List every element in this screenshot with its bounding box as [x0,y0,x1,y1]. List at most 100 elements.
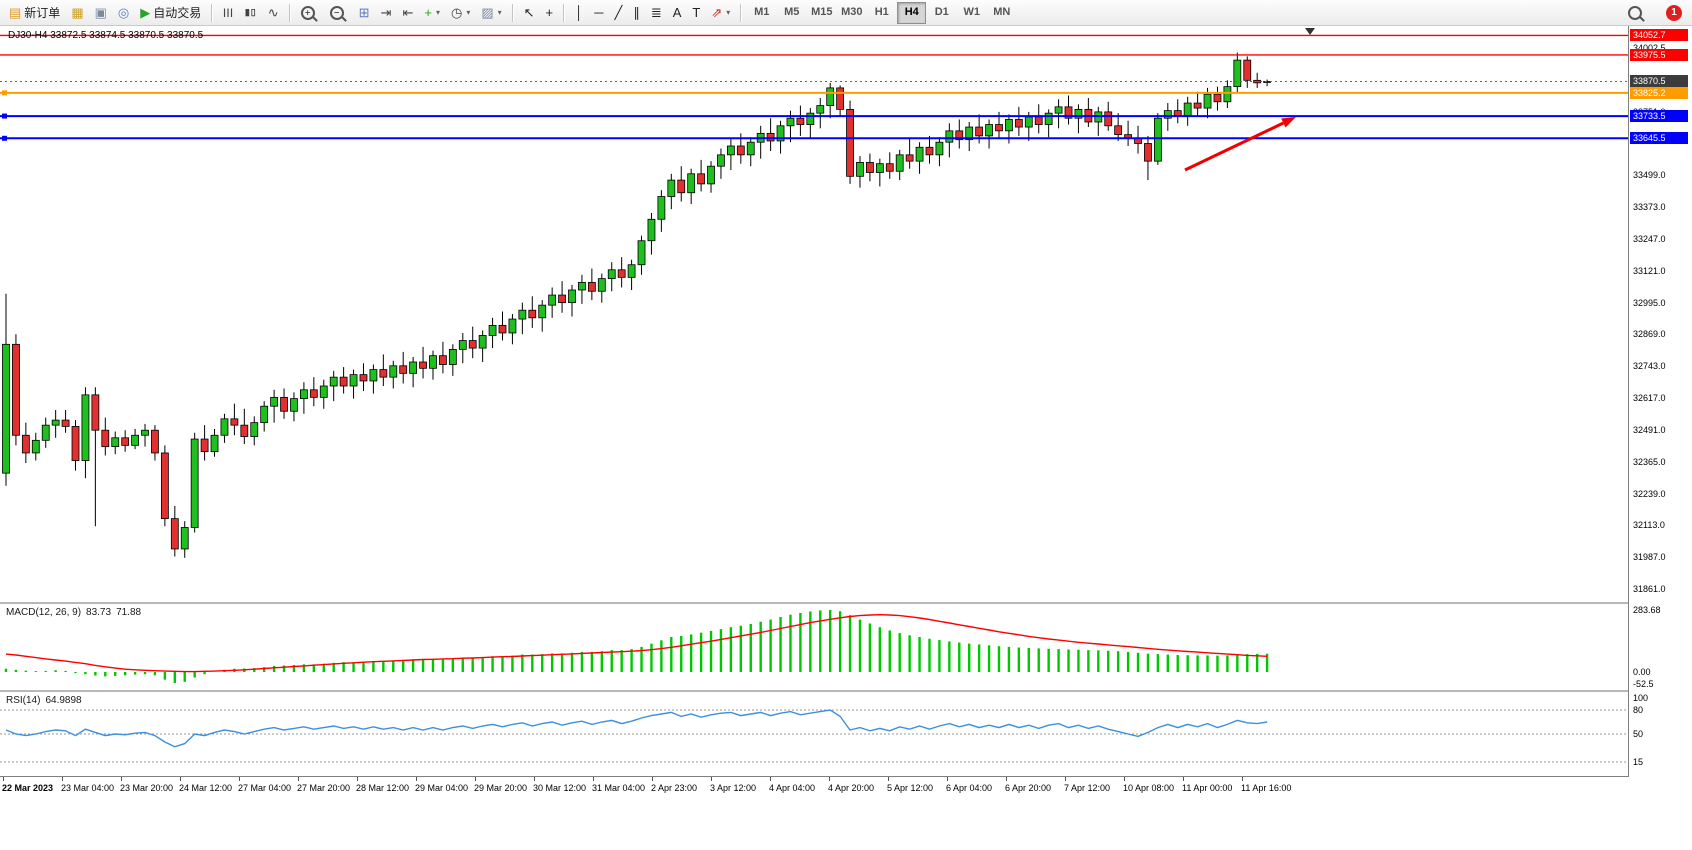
time-tick [3,777,4,781]
time-tick-label: 4 Apr 04:00 [769,783,816,793]
time-tick [652,777,653,781]
text-label-icon: T [692,5,701,20]
text-label-button[interactable]: T [687,1,705,25]
autotrading-icon: ▶ [140,5,151,20]
search-button[interactable] [1623,1,1651,25]
indicators-button[interactable]: + ▾ [419,1,445,25]
time-tick-label: 28 Mar 12:00 [356,783,410,793]
chart-shift-icon: ⇤ [402,5,414,20]
time-tick-label: 6 Apr 20:00 [1005,783,1052,793]
tf-w1-button[interactable]: W1 [963,5,981,18]
time-tick [829,777,830,781]
candlestick-chart-button[interactable]: ▮▯ [240,1,262,25]
tf-m30-button[interactable]: M30 [841,5,863,18]
line-chart-button[interactable]: ∿ [263,1,284,25]
vertical-line-button[interactable]: │ [570,1,588,25]
notification-badge[interactable]: 1 [1666,4,1682,21]
fibonacci-button[interactable]: ≣ [646,1,667,25]
time-tick-label: 4 Apr 20:00 [828,783,875,793]
time-axis[interactable]: 22 Mar 2023 23 Mar 04:00 23 Mar 20:00 24 Ma… [0,777,1628,803]
time-tick [947,777,948,781]
price-tick-label: 33247.0 [1633,233,1666,244]
time-tick-label: 31 Mar 04:00 [592,783,646,793]
tf-d1-button[interactable]: D1 [934,5,949,18]
metaeditor-button[interactable]: ◎ [113,1,134,25]
arrows-button[interactable]: ⇗ ▾ [706,1,735,25]
time-tick [1124,777,1125,781]
time-tick-label: 30 Mar 12:00 [533,783,587,793]
auto-scroll-button[interactable]: ⇥ [376,1,397,25]
price-tick-label: 34002.5 [1633,43,1666,53]
chevron-down-icon[interactable]: ▾ [435,8,440,17]
macd-pane-canvas[interactable] [0,604,1628,690]
arrow-annotation-head[interactable] [1281,117,1296,128]
chart-shift-button[interactable]: ⇤ [397,1,418,25]
time-tick-label: 11 Apr 00:00 [1182,783,1233,793]
tf-m15-button[interactable]: M15 [811,5,833,18]
pane-resize-handle[interactable] [0,602,1628,604]
trendline-button[interactable]: ╱ [609,1,627,25]
price-tick-label: 32743.0 [1633,361,1666,372]
macd-histogram [4,610,1269,683]
tf-h1-button[interactable]: H1 [874,5,889,18]
tf-m5-button[interactable]: M5 [784,5,800,18]
chart-shift-marker[interactable] [1305,28,1315,35]
price-tick-label: 31861.0 [1633,584,1666,595]
macd-pane[interactable]: MACD(12, 26, 9) 83.73 71.88 [0,604,1628,690]
toolbar-separator [511,3,514,22]
line-chart-icon: ∿ [267,5,279,20]
autotrading-button[interactable]: ▶ 自动交易 [135,1,206,25]
support-line-2-handle [2,135,7,141]
zoom-in-button[interactable]: + [296,1,324,25]
chevron-down-icon[interactable]: ▾ [497,8,502,17]
templates-icon: ▨ [481,5,494,20]
chevron-down-icon[interactable]: ▾ [726,8,731,17]
bar-chart-button[interactable]: ||| [218,1,239,25]
time-tick-label: 2 Apr 23:00 [651,783,698,793]
zoom-out-button[interactable]: − [325,1,353,25]
periods-button[interactable]: ◷ ▾ [446,1,475,25]
pane-resize-handle[interactable] [0,690,1628,692]
price-pane-canvas[interactable] [0,26,1628,602]
time-tick [180,777,181,781]
vertical-line-icon: │ [575,5,584,20]
price-axis[interactable]: 34002.533751.033499.033373.033247.033121… [1629,26,1692,850]
rsi-pane[interactable]: RSI(14) 64.9898 [0,692,1628,776]
equidistant-channel-button[interactable]: ∥ [628,1,645,25]
rsi-level-label: 15 [1633,757,1644,767]
chevron-down-icon[interactable]: ▾ [466,8,471,17]
horizontal-line-button[interactable]: ─ [589,1,608,25]
print-icon: ▣ [94,5,107,20]
price-tick-label: 32113.0 [1633,520,1665,531]
profiles-icon: ▦ [71,5,84,20]
time-tick-label: 11 Apr 16:00 [1241,783,1292,793]
arrow-annotation[interactable] [1184,121,1285,172]
orange-line-handle [2,90,7,96]
price-tick-label: 32239.0 [1633,488,1666,499]
new-order-button[interactable]: ▤ 新订单 [4,1,65,25]
tf-mn-button[interactable]: MN [993,5,1011,18]
toolbar-separator [563,3,566,22]
macd-axis-zero: 0.00 [1633,667,1651,677]
crosshair-icon: + [545,5,554,20]
indicators-icon: + [424,5,432,20]
macd-name: MACD(12, 26, 9) [6,607,82,618]
time-tick-label: 7 Apr 12:00 [1064,783,1111,793]
tf-h4-button[interactable]: H4 [897,1,927,24]
price-pane[interactable]: DJ30-H4 33872.5 33874.5 33870.5 33870.5 [0,26,1628,602]
bar-chart-icon: ||| [223,7,234,17]
toolbar: ▤ 新订单 ▦ ▣ ◎ ▶ 自动交易 ||| ▮▯ ∿ + − ⊞ ⇥ ⇤ + ▾ ◷ ▾ ▨ ▾ ↖ + │ ─ ╱ ∥ ≣ A T ⇗ ▾… [0,0,1692,26]
horizontal-lines-layer[interactable] [0,34,1628,141]
time-tick [711,777,712,781]
price-tick-label: 33373.0 [1633,202,1666,213]
cursor-button[interactable]: ↖ [519,1,540,25]
tf-m1-button[interactable]: M1 [754,5,770,18]
time-tick [62,777,63,781]
profiles-button[interactable]: ▦ [66,1,88,25]
tile-windows-button[interactable]: ⊞ [354,1,375,25]
templates-button[interactable]: ▨ ▾ [476,1,506,25]
text-button[interactable]: A [668,1,687,25]
crosshair-button[interactable]: + [541,1,559,25]
rsi-pane-canvas[interactable] [0,692,1628,776]
print-button[interactable]: ▣ [90,1,112,25]
